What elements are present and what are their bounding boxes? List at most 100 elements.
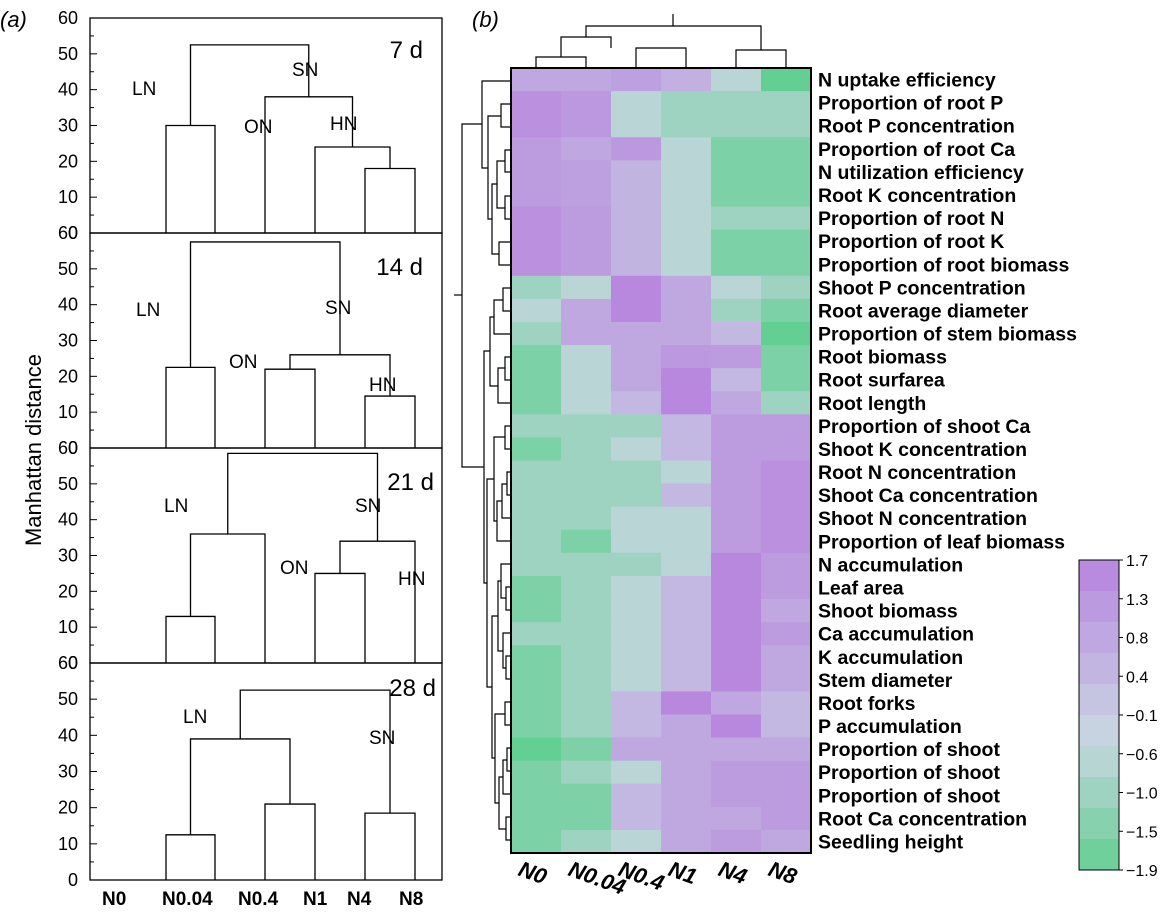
- heatmap-cell: [561, 622, 612, 646]
- y-tick-label: 60: [58, 438, 78, 458]
- heatmap-row-label: Root length: [818, 393, 926, 415]
- heatmap-cell: [511, 529, 562, 554]
- heatmap-cell: [511, 760, 562, 785]
- heatmap-row-label: Shoot Ca concentration: [818, 485, 1038, 507]
- heatmap-cell: [661, 137, 712, 161]
- heatmap-cell: [511, 737, 562, 762]
- heatmap-cell: [661, 206, 712, 231]
- y-tick-label: 50: [58, 259, 78, 279]
- heatmap-cell: [511, 298, 562, 323]
- y-tick-label: 50: [58, 689, 78, 709]
- heatmap-cell: [511, 575, 562, 600]
- dendrogram-link: [264, 368, 316, 448]
- heatmap-cell: [761, 668, 812, 692]
- heatmap-cell: [761, 622, 812, 646]
- heatmap-cell: [611, 622, 662, 646]
- heatmap-cell: [711, 599, 762, 623]
- heatmap-cell: [711, 345, 762, 369]
- heatmap-cell: [561, 737, 612, 762]
- heatmap-cell: [611, 137, 662, 161]
- heatmap-cell: [711, 691, 762, 715]
- colorbar-tick-label: 1.3: [1126, 592, 1148, 609]
- row-dendrogram: [454, 80, 511, 841]
- heatmap-cell: [561, 391, 612, 415]
- heatmap-cell: [761, 552, 812, 577]
- heatmap-cell: [761, 645, 812, 669]
- heatmap-cell: [711, 737, 762, 762]
- heatmap-cell: [661, 552, 712, 577]
- heatmap-cell: [611, 829, 662, 854]
- heatmap-cell: [561, 714, 612, 739]
- heatmap-cell: [761, 68, 812, 92]
- heatmap-cell: [711, 714, 762, 739]
- y-tick-label: 0: [68, 870, 78, 890]
- heatmap-cell: [511, 599, 562, 623]
- colorbar: 1.7 1.3 0.8 0.4 −0.1 −0.6 −1.0 −1.5 −1.9: [1078, 553, 1158, 880]
- heatmap-cell: [561, 668, 612, 692]
- y-tick-label: 30: [58, 762, 78, 782]
- heatmap-cell: [511, 137, 562, 161]
- heatmap-cell: [611, 183, 662, 208]
- dendrogram-link: [165, 124, 216, 233]
- heatmap-cell: [711, 483, 762, 508]
- heatmap-cell: [661, 760, 712, 785]
- colorbar-segment: [1079, 839, 1119, 871]
- label-HN: HN: [330, 114, 357, 135]
- dendrogram-link: [165, 834, 216, 880]
- heatmap-cell: [711, 160, 762, 184]
- heatmap-cell: [661, 252, 712, 277]
- heatmap-column-label: N0: [515, 856, 551, 889]
- y-tick-label: 0: [68, 653, 78, 673]
- colorbar-segment: [1079, 746, 1119, 778]
- label-LN: LN: [164, 496, 188, 517]
- dendrogram-link: [364, 812, 416, 880]
- heatmap-cell: [661, 829, 712, 854]
- heatmap-cell: [711, 68, 762, 92]
- y-tick-label: 30: [58, 331, 78, 351]
- heatmap-cell: [661, 483, 712, 508]
- heatmap-cell: [561, 206, 612, 231]
- heatmap-cell: [761, 437, 812, 461]
- y-tick-label: 60: [58, 223, 78, 243]
- heatmap-cell: [711, 321, 762, 346]
- dendrogram-panel-7d: 0 10 20 30 40 50 60 7 d LN SN ON HN: [58, 8, 443, 243]
- heatmap-cell: [611, 345, 662, 369]
- heatmap-cell: [511, 645, 562, 669]
- heatmap-cell: [611, 114, 662, 138]
- heatmap-cell: [561, 160, 612, 184]
- dendrogram-link: [189, 533, 266, 663]
- heatmap-cell: [511, 437, 562, 461]
- heatmap-row-label: Shoot N concentration: [818, 508, 1027, 530]
- colorbar-tick-label: −0.6: [1126, 747, 1158, 764]
- heatmap-cell: [611, 252, 662, 277]
- label-ON: ON: [229, 352, 258, 373]
- x-category-label: N4: [347, 889, 372, 910]
- heatmap-cell: [511, 368, 562, 392]
- heatmap-cell: [611, 529, 662, 554]
- heatmap-cell: [661, 229, 712, 254]
- heatmap-cell: [711, 506, 762, 531]
- heatmap-row-label: Ca accumulation: [818, 624, 974, 646]
- dendrogram-link: [314, 572, 366, 663]
- panel-b-label: (b): [472, 7, 499, 32]
- dendrogram-link: [189, 738, 291, 835]
- heatmap-cell: [561, 575, 612, 600]
- heatmap-row-label: Proportion of shoot: [818, 762, 1000, 784]
- heatmap-cell: [561, 483, 612, 508]
- y-tick-label: 10: [58, 834, 78, 854]
- heatmap-cell: [711, 229, 762, 254]
- heatmap-cell: [561, 183, 612, 208]
- heatmap-row-label: Proportion of stem biomass: [818, 324, 1077, 346]
- heatmap-cell: [661, 183, 712, 208]
- y-tick-label: 40: [58, 725, 78, 745]
- y-axis-label: Manhattan distance: [21, 354, 46, 546]
- heatmap-cell: [711, 275, 762, 300]
- heatmap-cell: [711, 552, 762, 577]
- heatmap-cell: [761, 321, 812, 346]
- heatmap-cell: [661, 783, 712, 808]
- heatmap-cell: [611, 737, 662, 762]
- heatmap-cell: [761, 206, 812, 231]
- heatmap-cell: [711, 137, 762, 161]
- heatmap-cell: [561, 91, 612, 115]
- heatmap-cell: [761, 345, 812, 369]
